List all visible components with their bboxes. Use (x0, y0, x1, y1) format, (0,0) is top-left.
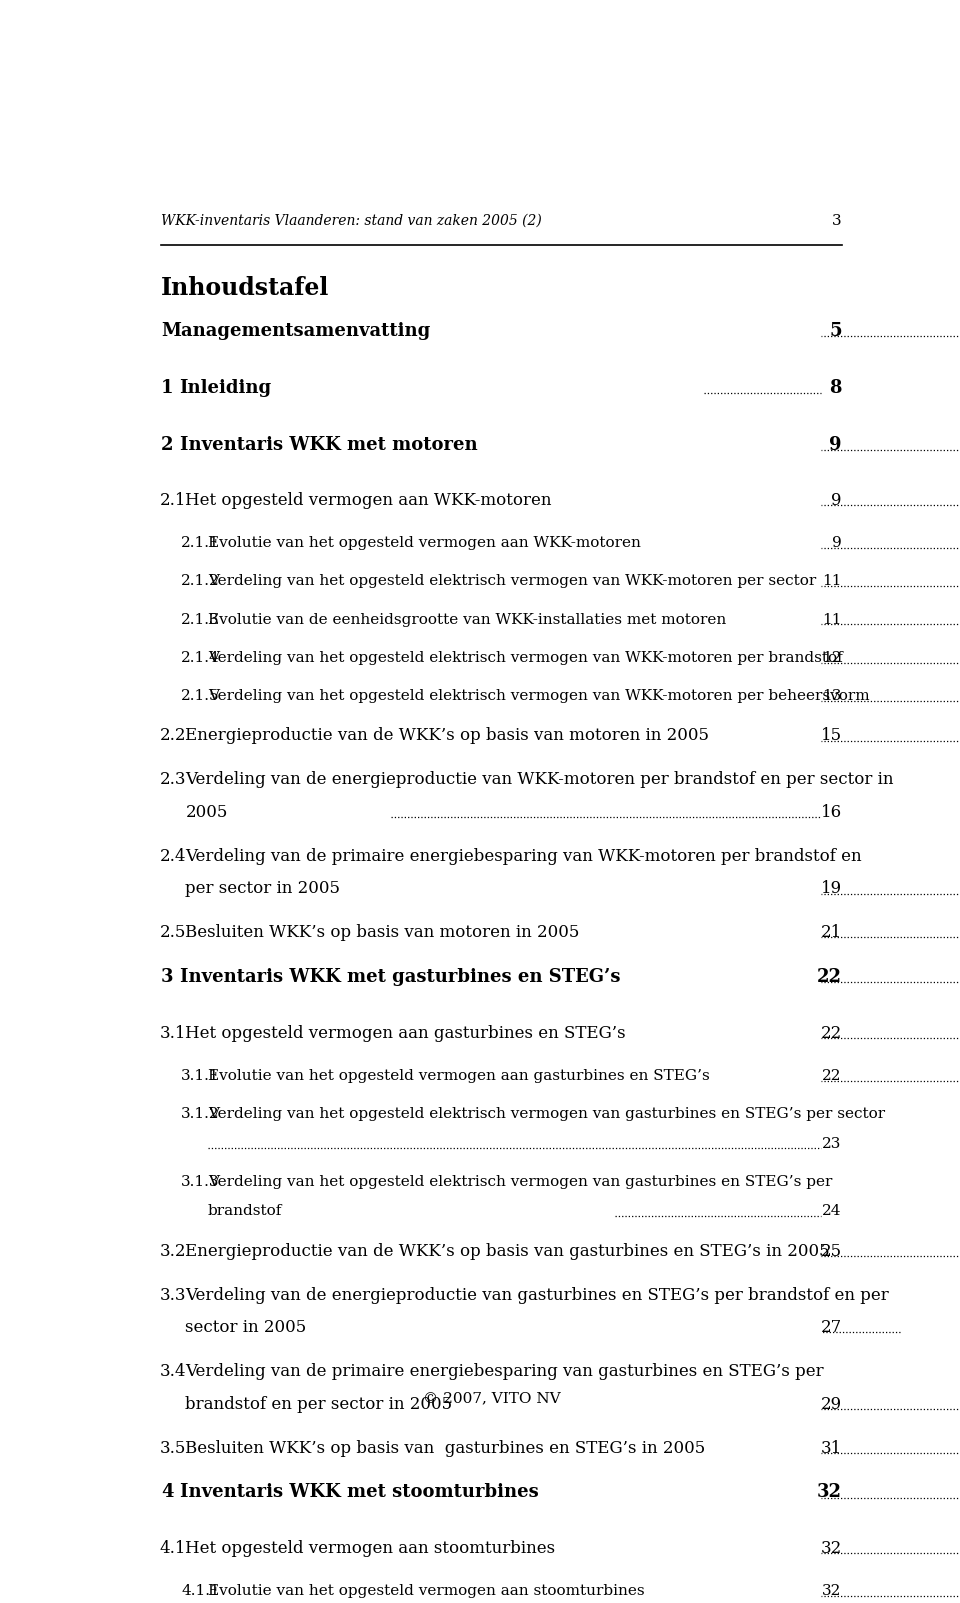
Text: per sector in 2005: per sector in 2005 (185, 880, 341, 898)
Text: Het opgesteld vermogen aan gasturbines en STEG’s: Het opgesteld vermogen aan gasturbines e… (185, 1024, 626, 1042)
Text: Evolutie van het opgesteld vermogen aan stoomturbines: Evolutie van het opgesteld vermogen aan … (207, 1584, 644, 1598)
Text: 2.5: 2.5 (159, 925, 186, 941)
Text: 22: 22 (817, 968, 842, 986)
Text: 32: 32 (821, 1540, 842, 1557)
Text: 2.1.1: 2.1.1 (181, 535, 220, 550)
Text: Inventaris WKK met stoomturbines: Inventaris WKK met stoomturbines (180, 1483, 539, 1502)
Text: 2.1.5: 2.1.5 (181, 689, 220, 704)
Text: 2.3: 2.3 (159, 771, 186, 789)
Text: 22: 22 (822, 1069, 842, 1082)
Text: © 2007, VITO NV: © 2007, VITO NV (423, 1391, 561, 1406)
Text: 25: 25 (821, 1242, 842, 1260)
Text: 29: 29 (821, 1396, 842, 1412)
Text: Verdeling van het opgesteld elektrisch vermogen van gasturbines en STEG’s per: Verdeling van het opgesteld elektrisch v… (207, 1175, 832, 1189)
Text: 24: 24 (822, 1204, 842, 1218)
Text: Het opgesteld vermogen aan stoomturbines: Het opgesteld vermogen aan stoomturbines (185, 1540, 556, 1557)
Text: 2.1: 2.1 (159, 492, 186, 510)
Text: 2: 2 (161, 436, 174, 454)
Text: Inventaris WKK met gasturbines en STEG’s: Inventaris WKK met gasturbines en STEG’s (180, 968, 620, 986)
Text: Verdeling van het opgesteld elektrisch vermogen van gasturbines en STEG’s per se: Verdeling van het opgesteld elektrisch v… (207, 1108, 885, 1120)
Text: 31: 31 (821, 1439, 842, 1457)
Text: 3.1: 3.1 (159, 1024, 186, 1042)
Text: WKK-inventaris Vlaanderen: stand van zaken 2005 (2): WKK-inventaris Vlaanderen: stand van zak… (161, 215, 541, 228)
Text: Besluiten WKK’s op basis van motoren in 2005: Besluiten WKK’s op basis van motoren in … (185, 925, 580, 941)
Text: Inleiding: Inleiding (180, 378, 272, 396)
Text: Evolutie van de eenheidsgrootte van WKK-installaties met motoren: Evolutie van de eenheidsgrootte van WKK-… (207, 612, 726, 627)
Text: 15: 15 (821, 728, 842, 744)
Text: 3.1.3: 3.1.3 (181, 1175, 220, 1189)
Text: Inventaris WKK met motoren: Inventaris WKK met motoren (180, 436, 477, 454)
Text: Evolutie van het opgesteld vermogen aan gasturbines en STEG’s: Evolutie van het opgesteld vermogen aan … (207, 1069, 709, 1082)
Text: 3.5: 3.5 (159, 1439, 186, 1457)
Text: 2.1.4: 2.1.4 (181, 651, 220, 665)
Text: 12: 12 (822, 651, 842, 665)
Text: 2.1.3: 2.1.3 (181, 612, 220, 627)
Text: 5: 5 (829, 322, 842, 340)
Text: 2005: 2005 (185, 805, 228, 821)
Text: Verdeling van de energieproductie van WKK-motoren per brandstof en per sector in: Verdeling van de energieproductie van WK… (185, 771, 894, 789)
Text: Energieproductie van de WKK’s op basis van motoren in 2005: Energieproductie van de WKK’s op basis v… (185, 728, 709, 744)
Text: 32: 32 (823, 1584, 842, 1598)
Text: 21: 21 (821, 925, 842, 941)
Text: 4.1.1: 4.1.1 (181, 1584, 220, 1598)
Text: brandstof: brandstof (207, 1204, 282, 1218)
Text: Inhoudstafel: Inhoudstafel (161, 276, 329, 300)
Text: 22: 22 (821, 1024, 842, 1042)
Text: Verdeling van de energieproductie van gasturbines en STEG’s per brandstof en per: Verdeling van de energieproductie van ga… (185, 1287, 889, 1303)
Text: 2.1.2: 2.1.2 (181, 574, 220, 588)
Text: Verdeling van het opgesteld elektrisch vermogen van WKK-motoren per beheersvorm: Verdeling van het opgesteld elektrisch v… (207, 689, 870, 704)
Text: 3.1.1: 3.1.1 (181, 1069, 220, 1082)
Text: 9: 9 (829, 436, 842, 454)
Text: 16: 16 (821, 805, 842, 821)
Text: 3.4: 3.4 (159, 1363, 186, 1380)
Text: 9: 9 (831, 492, 842, 510)
Text: 8: 8 (829, 378, 842, 396)
Text: Het opgesteld vermogen aan WKK-motoren: Het opgesteld vermogen aan WKK-motoren (185, 492, 552, 510)
Text: Verdeling van het opgesteld elektrisch vermogen van WKK-motoren per brandstof: Verdeling van het opgesteld elektrisch v… (207, 651, 843, 665)
Text: 3.2: 3.2 (159, 1242, 186, 1260)
Text: Verdeling van het opgesteld elektrisch vermogen van WKK-motoren per sector: Verdeling van het opgesteld elektrisch v… (207, 574, 816, 588)
Text: 13: 13 (823, 689, 842, 704)
Text: brandstof en per sector in 2005: brandstof en per sector in 2005 (185, 1396, 452, 1412)
Text: 3.1.2: 3.1.2 (181, 1108, 220, 1120)
Text: 27: 27 (821, 1319, 842, 1337)
Text: Verdeling van de primaire energiebesparing van gasturbines en STEG’s per: Verdeling van de primaire energiebespari… (185, 1363, 824, 1380)
Text: 3: 3 (832, 215, 842, 228)
Text: 9: 9 (832, 535, 842, 550)
Text: Evolutie van het opgesteld vermogen aan WKK-motoren: Evolutie van het opgesteld vermogen aan … (207, 535, 640, 550)
Text: Managementsamenvatting: Managementsamenvatting (161, 322, 430, 340)
Text: 2.2: 2.2 (159, 728, 186, 744)
Text: 32: 32 (817, 1483, 842, 1502)
Text: 3: 3 (161, 968, 174, 986)
Text: 11: 11 (822, 612, 842, 627)
Text: 4: 4 (161, 1483, 174, 1502)
Text: sector in 2005: sector in 2005 (185, 1319, 307, 1337)
Text: 2.4: 2.4 (159, 848, 186, 864)
Text: 3.3: 3.3 (159, 1287, 186, 1303)
Text: Energieproductie van de WKK’s op basis van gasturbines en STEG’s in 2005: Energieproductie van de WKK’s op basis v… (185, 1242, 830, 1260)
Text: Verdeling van de primaire energiebesparing van WKK-motoren per brandstof en: Verdeling van de primaire energiebespari… (185, 848, 862, 864)
Text: 19: 19 (821, 880, 842, 898)
Text: 1: 1 (161, 378, 174, 396)
Text: 23: 23 (823, 1137, 842, 1151)
Text: Besluiten WKK’s op basis van  gasturbines en STEG’s in 2005: Besluiten WKK’s op basis van gasturbines… (185, 1439, 706, 1457)
Text: 4.1: 4.1 (159, 1540, 186, 1557)
Text: 11: 11 (822, 574, 842, 588)
